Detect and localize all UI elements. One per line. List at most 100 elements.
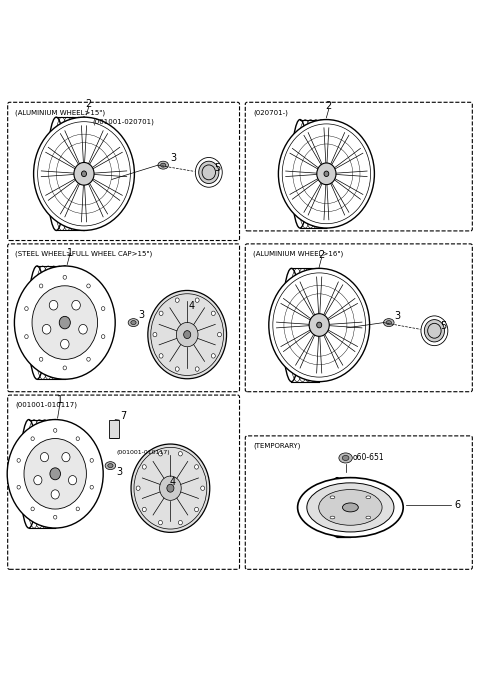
Text: 2: 2 xyxy=(85,98,92,109)
Ellipse shape xyxy=(131,444,210,532)
Ellipse shape xyxy=(175,367,179,371)
Ellipse shape xyxy=(428,324,441,338)
Ellipse shape xyxy=(24,307,28,311)
Ellipse shape xyxy=(176,322,198,346)
Ellipse shape xyxy=(63,275,67,279)
Ellipse shape xyxy=(424,319,444,342)
Ellipse shape xyxy=(307,483,394,532)
Ellipse shape xyxy=(87,284,90,288)
Text: (020701-): (020701-) xyxy=(253,109,288,115)
Ellipse shape xyxy=(136,486,140,491)
Text: 1: 1 xyxy=(67,247,72,257)
Ellipse shape xyxy=(158,452,162,456)
Ellipse shape xyxy=(195,158,222,187)
Ellipse shape xyxy=(339,453,352,463)
Ellipse shape xyxy=(384,319,394,327)
Ellipse shape xyxy=(72,301,80,310)
Ellipse shape xyxy=(31,507,34,511)
Ellipse shape xyxy=(143,508,146,512)
Ellipse shape xyxy=(386,321,392,325)
Ellipse shape xyxy=(269,268,370,381)
Text: 6: 6 xyxy=(454,500,460,510)
Ellipse shape xyxy=(153,332,157,337)
Text: (ALUMINIUM WHEEL>15"): (ALUMINIUM WHEEL>15") xyxy=(15,109,106,115)
Ellipse shape xyxy=(60,339,69,349)
Ellipse shape xyxy=(310,268,328,381)
Ellipse shape xyxy=(42,324,51,334)
Ellipse shape xyxy=(330,496,335,499)
Ellipse shape xyxy=(317,163,336,185)
Ellipse shape xyxy=(49,301,58,310)
Text: (TEMPORARY): (TEMPORARY) xyxy=(253,443,300,449)
Ellipse shape xyxy=(179,452,182,456)
Ellipse shape xyxy=(128,319,139,327)
Text: 4: 4 xyxy=(189,301,195,311)
Ellipse shape xyxy=(51,490,60,499)
Ellipse shape xyxy=(366,496,371,499)
Ellipse shape xyxy=(34,117,134,231)
Text: 3: 3 xyxy=(116,467,122,477)
Ellipse shape xyxy=(39,357,43,361)
Ellipse shape xyxy=(7,419,103,528)
Ellipse shape xyxy=(108,464,113,468)
Ellipse shape xyxy=(143,464,146,469)
Ellipse shape xyxy=(159,354,163,358)
Ellipse shape xyxy=(366,516,371,519)
Text: 2: 2 xyxy=(325,101,332,111)
Ellipse shape xyxy=(161,163,166,167)
Ellipse shape xyxy=(167,484,174,492)
Ellipse shape xyxy=(59,316,71,329)
Text: 3: 3 xyxy=(395,311,400,321)
Ellipse shape xyxy=(199,161,219,183)
Ellipse shape xyxy=(194,508,198,512)
Text: o60-651: o60-651 xyxy=(353,452,384,462)
Ellipse shape xyxy=(201,486,204,491)
Ellipse shape xyxy=(195,298,199,303)
Ellipse shape xyxy=(31,437,34,441)
FancyBboxPatch shape xyxy=(109,419,119,438)
Ellipse shape xyxy=(158,161,168,169)
Ellipse shape xyxy=(79,324,87,334)
Text: 4: 4 xyxy=(170,477,176,487)
Ellipse shape xyxy=(319,489,382,525)
Text: 3: 3 xyxy=(171,154,177,163)
Ellipse shape xyxy=(131,321,136,325)
Ellipse shape xyxy=(342,478,358,537)
Text: (001001-020701): (001001-020701) xyxy=(93,119,155,125)
Text: 5: 5 xyxy=(440,321,446,331)
Ellipse shape xyxy=(56,266,74,379)
Ellipse shape xyxy=(298,478,403,537)
Text: 5: 5 xyxy=(214,162,221,173)
Ellipse shape xyxy=(32,286,97,359)
Ellipse shape xyxy=(278,119,374,228)
Ellipse shape xyxy=(101,307,105,311)
Ellipse shape xyxy=(54,429,57,432)
Text: 1: 1 xyxy=(57,396,63,405)
Ellipse shape xyxy=(17,485,20,489)
Ellipse shape xyxy=(14,266,115,379)
Ellipse shape xyxy=(76,507,80,511)
Ellipse shape xyxy=(24,439,86,509)
Ellipse shape xyxy=(101,334,105,338)
Ellipse shape xyxy=(159,476,181,500)
Ellipse shape xyxy=(324,171,329,177)
Ellipse shape xyxy=(317,322,322,328)
Text: 2: 2 xyxy=(318,250,325,260)
Ellipse shape xyxy=(179,520,182,525)
Ellipse shape xyxy=(74,162,94,185)
Ellipse shape xyxy=(158,520,162,525)
Ellipse shape xyxy=(421,316,448,346)
Text: (STEEL WHEEL>FULL WHEEL CAP>15"): (STEEL WHEEL>FULL WHEEL CAP>15") xyxy=(15,251,153,257)
Text: (ALUMINIUM WHEEL>16"): (ALUMINIUM WHEEL>16") xyxy=(253,251,343,257)
Ellipse shape xyxy=(39,284,43,288)
Ellipse shape xyxy=(184,331,191,338)
Ellipse shape xyxy=(90,485,94,489)
Ellipse shape xyxy=(148,290,227,379)
Ellipse shape xyxy=(105,462,116,470)
Ellipse shape xyxy=(82,171,86,177)
Ellipse shape xyxy=(17,458,20,462)
Ellipse shape xyxy=(318,119,335,228)
Ellipse shape xyxy=(34,476,42,485)
Ellipse shape xyxy=(342,456,349,460)
Text: 7: 7 xyxy=(120,411,126,421)
